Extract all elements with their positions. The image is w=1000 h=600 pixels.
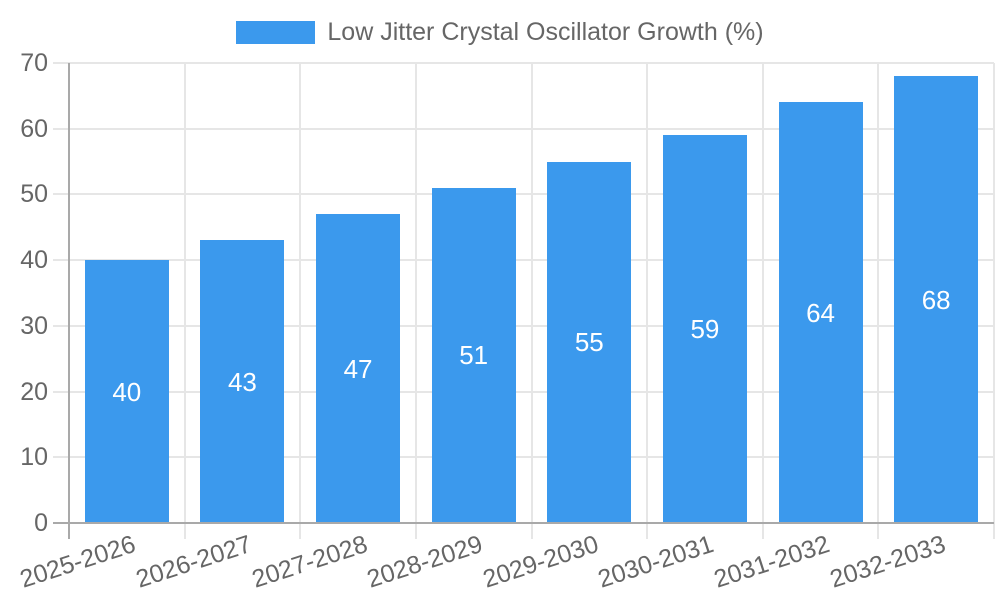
x-tick: [183, 523, 186, 539]
y-tick: [53, 456, 69, 459]
x-tick: [414, 523, 417, 539]
bar-value-label: 64: [806, 297, 836, 328]
y-tick: [53, 390, 69, 393]
y-tick: [53, 127, 69, 130]
bar[interactable]: [778, 102, 863, 523]
y-tick: [53, 324, 69, 327]
bar[interactable]: [316, 214, 401, 523]
x-tick-label: 2026-2027: [132, 530, 255, 594]
bar-value-label: 55: [574, 327, 604, 358]
x-tick-label: 2028-2029: [363, 530, 487, 594]
v-gridline: [530, 63, 533, 523]
x-tick-label: 2029-2030: [479, 530, 602, 594]
y-tick-label: 60: [20, 114, 48, 143]
bar[interactable]: [894, 76, 979, 523]
y-tick-label: 20: [20, 377, 48, 406]
bar[interactable]: [547, 161, 632, 523]
x-tick: [646, 523, 649, 539]
bar[interactable]: [662, 135, 747, 523]
x-tick-label: 2032-2033: [826, 530, 949, 594]
x-axis-line: [53, 522, 994, 524]
bar[interactable]: [84, 260, 169, 523]
chart-legend[interactable]: Low Jitter Crystal Oscillator Growth (%): [0, 19, 1000, 45]
x-tick: [299, 523, 302, 539]
y-tick-label: 30: [20, 311, 48, 340]
v-gridline: [993, 63, 995, 523]
x-tick: [993, 523, 995, 539]
x-tick: [877, 523, 880, 539]
v-gridline: [646, 63, 649, 523]
v-gridline: [414, 63, 417, 523]
v-gridline: [299, 63, 302, 523]
bar-value-label: 43: [227, 366, 257, 397]
x-tick-label: 2027-2028: [248, 530, 371, 594]
x-tick: [530, 523, 533, 539]
x-tick-label: 2030-2031: [594, 530, 718, 594]
bar[interactable]: [200, 240, 285, 523]
bar-value-label: 51: [459, 340, 489, 371]
bar-value-label: 59: [690, 314, 720, 345]
y-tick: [53, 62, 69, 64]
v-gridline: [761, 63, 764, 523]
v-gridline: [183, 63, 186, 523]
bar[interactable]: [431, 187, 516, 523]
y-axis-line: [68, 63, 70, 539]
bar-value-label: 68: [921, 284, 951, 315]
y-tick-label: 70: [20, 49, 48, 77]
bar-value-label: 40: [112, 376, 142, 407]
v-gridline: [877, 63, 880, 523]
legend-swatch: [236, 20, 316, 44]
y-tick-label: 10: [20, 443, 48, 472]
x-tick-label: 2025-2026: [16, 530, 140, 594]
y-tick-label: 50: [20, 180, 48, 209]
y-tick: [53, 259, 69, 262]
legend-label: Low Jitter Crystal Oscillator Growth (%): [327, 18, 764, 46]
y-tick-label: 0: [34, 509, 48, 537]
y-tick-label: 40: [20, 246, 48, 275]
x-tick: [761, 523, 764, 539]
y-tick: [53, 193, 69, 196]
bar-value-label: 47: [343, 353, 373, 384]
x-tick-label: 2031-2032: [710, 530, 833, 594]
